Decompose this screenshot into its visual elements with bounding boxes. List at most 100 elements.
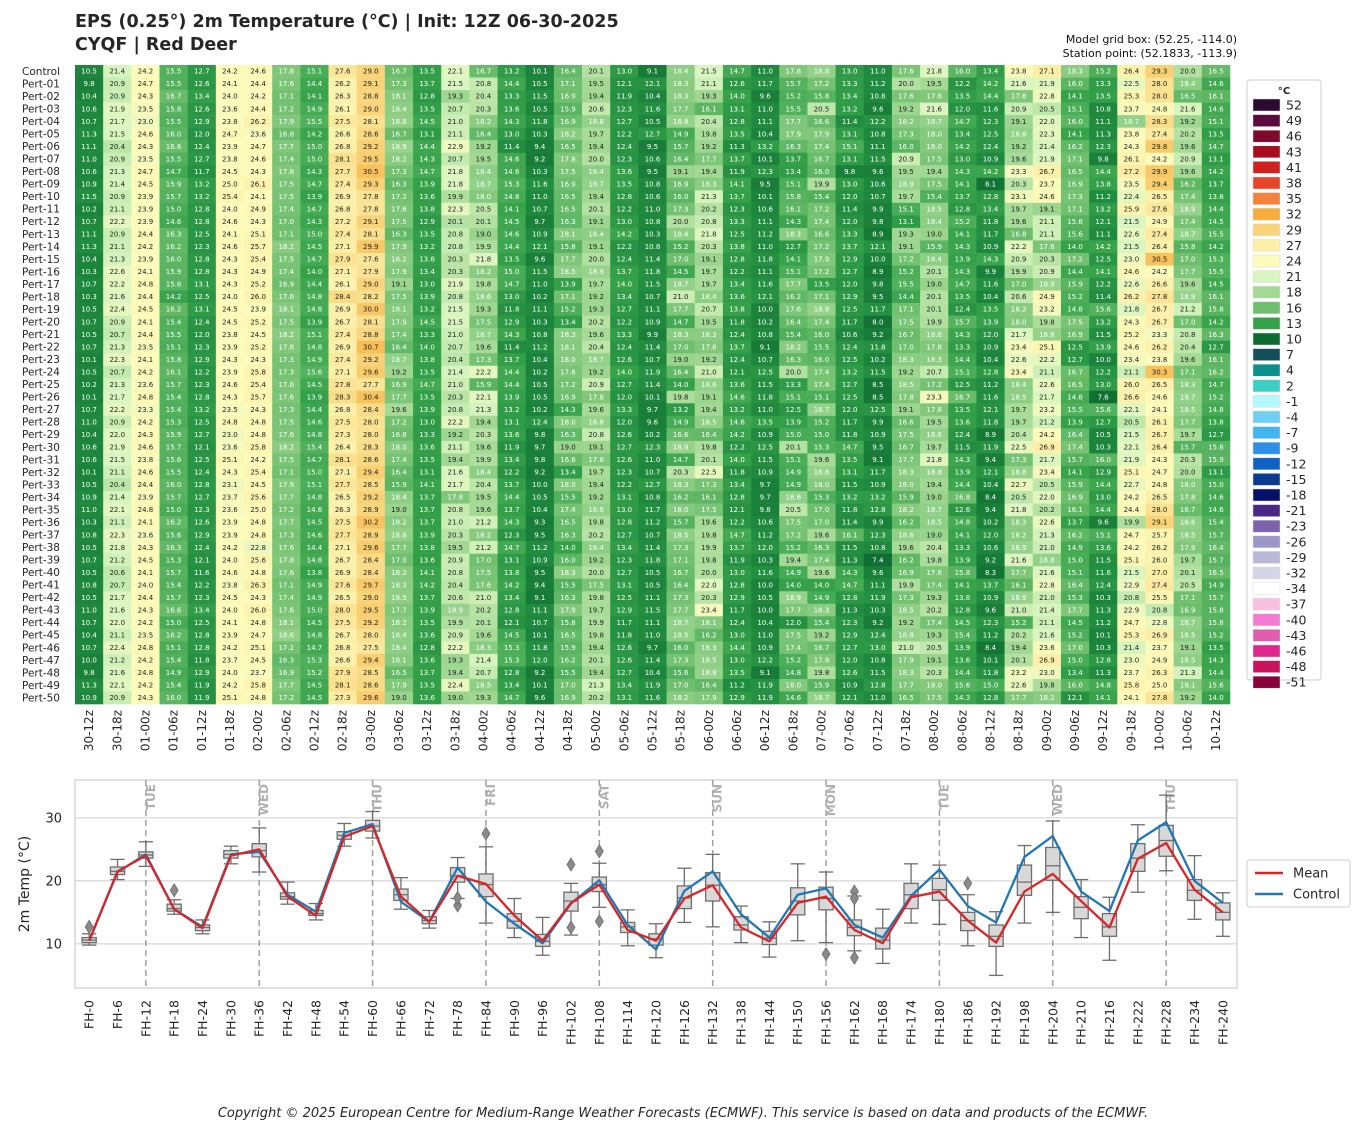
heatmap-cell — [328, 90, 357, 103]
heatmap-cell — [1173, 115, 1203, 128]
heatmap-cell-value: 13.0 — [617, 68, 633, 76]
heatmap-cell-value: 20.2 — [1180, 130, 1196, 138]
heatmap-cell-value: 18.0 — [926, 130, 942, 138]
heatmap-cell — [244, 65, 273, 78]
fh-tick-label: FH-198 — [1017, 1000, 1032, 1045]
heatmap-cell-value: 19.7 — [588, 130, 604, 138]
heatmap-cell — [384, 77, 414, 91]
heatmap-cell-value: 21.9 — [109, 105, 125, 113]
heatmap-cell — [638, 77, 667, 91]
heatmap-cell — [582, 65, 611, 78]
heatmap-cell-value: 15.2 — [1095, 68, 1111, 76]
heatmap-cell-value: 19.2 — [476, 143, 492, 151]
y-axis-label: 2m Temp (°C) — [17, 836, 33, 932]
heatmap-cell-value: 19.3 — [448, 93, 464, 101]
fh-tick-label: FH-0 — [82, 1000, 97, 1029]
heatmap-cell-value: 19.5 — [926, 80, 942, 88]
heatmap-cell-value: 17.6 — [278, 80, 294, 88]
heatmap-cell — [441, 127, 470, 141]
heatmap-cell — [215, 115, 245, 128]
heatmap-cell-value: 17.7 — [673, 105, 689, 113]
fh-tick-label: FH-240 — [1215, 1000, 1230, 1045]
heatmap-cell — [187, 90, 217, 103]
heatmap-cell-value: 10.8 — [1095, 105, 1111, 113]
heatmap-cell — [863, 102, 893, 116]
heatmap-cell — [1032, 127, 1062, 141]
heatmap-cell — [863, 115, 893, 128]
heatmap-cell-value: 20.3 — [476, 105, 492, 113]
heatmap-cell — [694, 65, 724, 78]
heatmap-cell — [244, 140, 273, 154]
heatmap-cell — [300, 102, 329, 116]
heatmap-cell-value: 17.8 — [1011, 93, 1027, 101]
heatmap-cell-value: 23.0 — [138, 118, 154, 126]
heatmap-cell — [244, 102, 273, 116]
heatmap-cell-value: 17.9 — [814, 130, 830, 138]
heatmap-cell-value: 20.9 — [1011, 105, 1027, 113]
box-FH-90 — [506, 897, 523, 939]
fh-tick-label: FH-204 — [1045, 1000, 1060, 1045]
heatmap-cell-value: 11.6 — [645, 105, 661, 113]
heatmap-cell — [891, 127, 921, 141]
heatmap-cell-value: 18.2 — [898, 118, 914, 126]
heatmap-cell — [413, 127, 442, 141]
heatmap-cell — [610, 102, 639, 116]
heatmap-cell-value: 20.7 — [448, 105, 464, 113]
heatmap-cell — [469, 140, 498, 154]
heatmap-cell — [891, 65, 921, 78]
fh-tick-label: FH-120 — [649, 1000, 664, 1045]
heatmap-cell-value: 21.9 — [1039, 80, 1055, 88]
heatmap-cell-value: 14.9 — [307, 105, 323, 113]
fh-tick-label: FH-186 — [960, 1000, 975, 1045]
heatmap-cell-value: 29.2 — [363, 143, 379, 151]
heatmap-cell — [863, 127, 893, 141]
heatmap-cell-value: 11.0 — [757, 68, 773, 76]
heatmap-cell — [1173, 127, 1203, 141]
heatmap-cell-value: 24.4 — [250, 105, 266, 113]
heatmap-cell — [1004, 77, 1034, 91]
heatmap-cell-value: 9.8 — [84, 80, 95, 88]
heatmap-cell-value: 15.0 — [307, 143, 323, 151]
heatmap-cell-value: 20.9 — [109, 80, 125, 88]
heatmap-cell — [1201, 127, 1231, 141]
heatmap-cell — [413, 102, 442, 116]
heatmap-cell — [215, 127, 245, 141]
heatmap-cell-value: 20.4 — [109, 143, 125, 151]
fh-tick-label: FH-12 — [138, 1000, 153, 1037]
heatmap-cell — [187, 127, 217, 141]
heatmap-cell — [75, 65, 104, 78]
heatmap-cell — [807, 115, 836, 128]
heatmap-cell-value: 13.1 — [729, 105, 745, 113]
heatmap-cell — [469, 115, 498, 128]
heatmap-cell-value: 12.7 — [645, 130, 661, 138]
outlier-marker — [963, 876, 973, 891]
heatmap-cell — [497, 127, 527, 141]
fh-tick-label: FH-222 — [1130, 1000, 1145, 1045]
heatmap-cell — [1089, 77, 1118, 91]
fh-tick-label: FH-90 — [507, 1000, 522, 1037]
heatmap-cell — [779, 127, 808, 141]
ensemble-boxplot: 10 20 30 2m Temp (°C) TUE WED THU FRI SAT SUN MON T… — [17, 779, 1351, 1045]
heatmap-cell — [131, 102, 160, 116]
heatmap-cell-value: 21.7 — [109, 118, 125, 126]
heatmap-cell — [891, 77, 921, 91]
fh-tick-label: FH-126 — [677, 1000, 692, 1045]
heatmap-cell — [722, 65, 752, 78]
heatmap-cell — [582, 90, 611, 103]
heatmap-cell-value: 16.5 — [1208, 68, 1224, 76]
heatmap-cell-value: 11.4 — [842, 118, 858, 126]
heatmap-cell — [1004, 90, 1034, 103]
heatmap-cell — [103, 77, 132, 91]
heatmap-cell-value: 23.8 — [1011, 68, 1027, 76]
heatmap-cell-value: 15.5 — [166, 118, 182, 126]
heatmap-cell-value: 11.1 — [1095, 118, 1111, 126]
heatmap-cell-value: 10.8 — [870, 93, 886, 101]
heatmap-cell — [976, 90, 1005, 103]
heatmap-cell — [666, 102, 696, 116]
heatmap-cell-value: 28.0 — [1152, 93, 1168, 101]
heatmap-cell-value: 19.1 — [1011, 118, 1027, 126]
heatmap-cell — [103, 127, 132, 141]
heatmap-cell — [300, 77, 329, 91]
heatmap-cell — [1145, 115, 1174, 128]
heatmap-cell-value: 17.2 — [814, 80, 830, 88]
